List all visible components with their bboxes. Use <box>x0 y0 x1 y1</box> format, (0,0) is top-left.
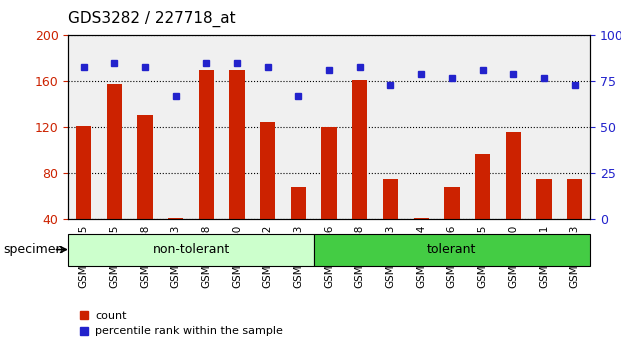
Bar <box>322 127 337 266</box>
Bar <box>444 187 460 266</box>
Bar <box>137 115 153 266</box>
Bar <box>567 179 582 266</box>
Bar <box>475 154 490 266</box>
Bar <box>68 234 314 266</box>
Bar <box>260 122 276 266</box>
Bar <box>199 70 214 266</box>
Bar <box>76 126 91 266</box>
Text: non-tolerant: non-tolerant <box>152 243 230 256</box>
Legend: count, percentile rank within the sample: count, percentile rank within the sample <box>74 307 288 341</box>
Bar <box>107 84 122 266</box>
Bar <box>352 80 368 266</box>
Bar <box>291 187 306 266</box>
Bar <box>383 179 398 266</box>
Bar <box>314 234 590 266</box>
Text: tolerant: tolerant <box>427 243 476 256</box>
Bar <box>168 218 183 266</box>
Bar <box>229 70 245 266</box>
Bar <box>537 179 551 266</box>
Bar <box>505 132 521 266</box>
Text: GDS3282 / 227718_at: GDS3282 / 227718_at <box>68 11 236 27</box>
Bar <box>414 218 429 266</box>
Text: specimen: specimen <box>4 243 64 256</box>
